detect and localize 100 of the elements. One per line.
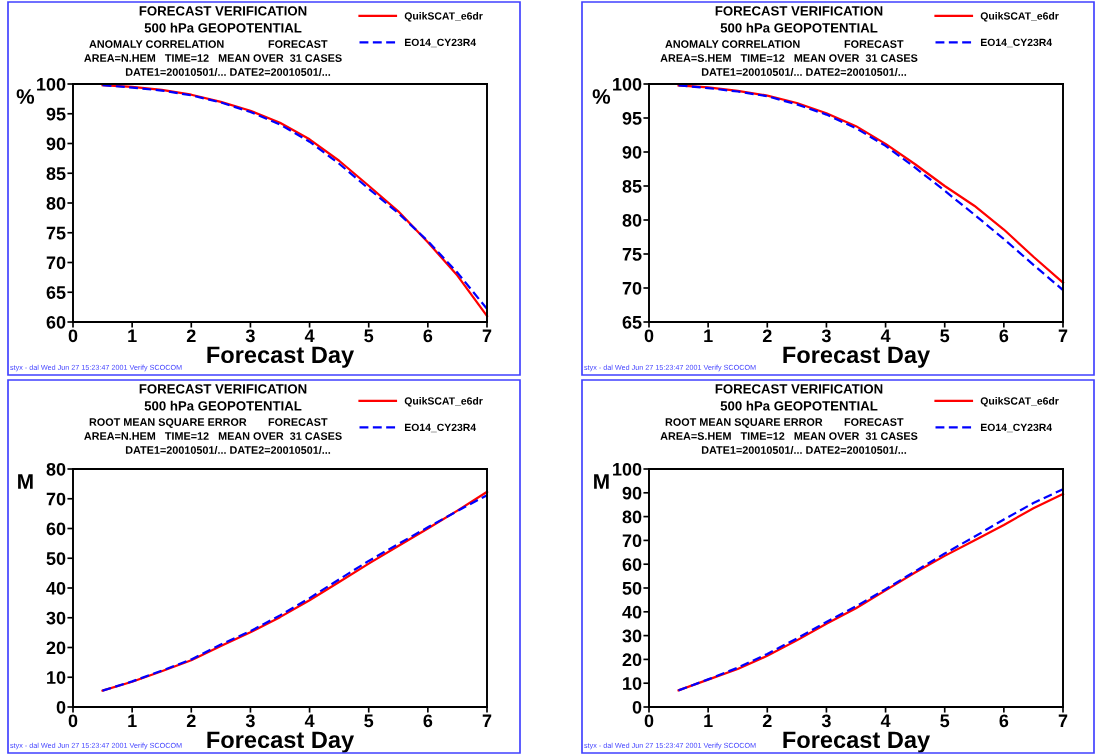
text: AREA=S.HEM TIME=12 MEAN OVER 31 CASES bbox=[660, 432, 918, 440]
y-tick-label: 50 bbox=[622, 581, 642, 595]
x-tick-label: 2 bbox=[762, 714, 772, 728]
x-tick-label: 4 bbox=[880, 329, 891, 343]
text: FORECAST bbox=[844, 40, 904, 48]
legend-label: QuikSCAT_e6dr bbox=[404, 397, 483, 407]
y-tick-label: 30 bbox=[46, 611, 66, 625]
y-tick-label: 0 bbox=[632, 700, 642, 714]
legend-label: QuikSCAT_e6dr bbox=[980, 12, 1059, 22]
y-tick-label: 95 bbox=[622, 111, 642, 125]
y-tick-label: 20 bbox=[46, 641, 66, 655]
y-tick-label: 60 bbox=[46, 315, 66, 329]
x-tick-label: 4 bbox=[304, 714, 315, 728]
text: ANOMALY CORRELATION bbox=[665, 40, 800, 48]
y-tick-label: 95 bbox=[46, 107, 66, 121]
text: ANOMALY CORRELATION bbox=[89, 40, 224, 48]
y-axis-title: M bbox=[18, 474, 33, 489]
x-tick-label: 0 bbox=[68, 329, 78, 343]
x-tick-label: 0 bbox=[644, 329, 654, 343]
y-tick-label: 75 bbox=[622, 248, 642, 261]
y-tick-label: 90 bbox=[622, 486, 642, 500]
x-axis-title: Forecast Day bbox=[783, 346, 931, 368]
x-tick-label: 0 bbox=[644, 714, 654, 728]
legend-label: EO14_CY23R4 bbox=[405, 423, 477, 433]
x-tick-label: 3 bbox=[821, 714, 831, 728]
x-tick-label: 4 bbox=[880, 714, 891, 728]
y-tick-label: 80 bbox=[622, 510, 642, 524]
y-tick-label: 80 bbox=[622, 213, 642, 227]
text: ROOT MEAN SQUARE ERROR bbox=[665, 418, 823, 428]
text: DATE1=20010501/... DATE2=20010501/... bbox=[125, 67, 331, 77]
x-tick-label: 5 bbox=[940, 329, 950, 343]
chart-title: FORECAST VERIFICATION bbox=[139, 6, 307, 16]
y-tick-label: 70 bbox=[46, 256, 66, 270]
x-tick-label: 7 bbox=[1058, 329, 1068, 343]
text: DATE1=20010501/... DATE2=20010501/... bbox=[701, 67, 907, 77]
y-tick-label: 75 bbox=[46, 226, 66, 240]
y-tick-label: 60 bbox=[622, 558, 642, 571]
x-tick-label: 6 bbox=[423, 714, 433, 728]
y-tick-label: 10 bbox=[47, 671, 66, 684]
y-axis-title: % bbox=[16, 89, 35, 104]
x-axis-title: Forecast Day bbox=[207, 346, 355, 368]
x-tick-label: 2 bbox=[186, 714, 196, 728]
x-tick-label: 5 bbox=[364, 329, 374, 343]
y-tick-label: 70 bbox=[622, 281, 642, 295]
x-tick-label: 6 bbox=[423, 329, 433, 343]
y-axis-title: % bbox=[592, 89, 611, 104]
chart-subtitle: 500 hPa GEOPOTENTIAL bbox=[720, 400, 878, 411]
chart-subtitle: 500 hPa GEOPOTENTIAL bbox=[144, 22, 302, 33]
x-tick-label: 3 bbox=[245, 714, 255, 728]
x-tick-label: 7 bbox=[1058, 714, 1068, 728]
text: ROOT MEAN SQUARE ERROR bbox=[89, 418, 247, 428]
x-tick-label: 1 bbox=[704, 329, 713, 343]
y-tick-label: 40 bbox=[622, 605, 642, 619]
y-tick-label: 40 bbox=[46, 581, 66, 595]
x-tick-label: 6 bbox=[999, 714, 1009, 728]
text: FORECAST bbox=[268, 40, 328, 48]
y-tick-label: 65 bbox=[622, 315, 642, 329]
y-tick-label: 30 bbox=[622, 629, 642, 643]
x-tick-label: 2 bbox=[186, 329, 196, 343]
text: AREA=S.HEM TIME=12 MEAN OVER 31 CASES bbox=[660, 54, 918, 62]
y-tick-label: 85 bbox=[622, 179, 642, 193]
chart-title: FORECAST VERIFICATION bbox=[715, 6, 883, 16]
text: FORECAST bbox=[268, 418, 328, 426]
y-tick-label: 90 bbox=[622, 145, 642, 159]
legend-label: QuikSCAT_e6dr bbox=[980, 397, 1059, 407]
y-tick-label: 60 bbox=[46, 522, 66, 536]
text: AREA=N.HEM TIME=12 MEAN OVER 31 CASES bbox=[84, 54, 342, 62]
x-tick-label: 2 bbox=[762, 329, 772, 343]
x-tick-label: 3 bbox=[245, 329, 255, 343]
legend-label: QuikSCAT_e6dr bbox=[404, 12, 483, 22]
y-tick-label: 100 bbox=[613, 77, 642, 91]
legend-label: EO14_CY23R4 bbox=[405, 38, 477, 48]
text: DATE1=20010501/... DATE2=20010501/... bbox=[125, 445, 331, 455]
x-tick-label: 3 bbox=[821, 329, 831, 343]
x-tick-label: 5 bbox=[940, 714, 950, 728]
x-tick-label: 0 bbox=[68, 714, 78, 728]
y-tick-label: 65 bbox=[46, 286, 66, 299]
text: AREA=N.HEM TIME=12 MEAN OVER 31 CASES bbox=[84, 432, 342, 440]
x-tick-label: 1 bbox=[128, 329, 137, 343]
x-tick-label: 5 bbox=[364, 714, 374, 728]
y-tick-label: 80 bbox=[46, 462, 66, 476]
y-tick-label: 70 bbox=[46, 492, 66, 506]
text: DATE1=20010501/... DATE2=20010501/... bbox=[701, 445, 907, 455]
y-tick-label: 20 bbox=[622, 653, 642, 667]
legend-label: EO14_CY23R4 bbox=[981, 38, 1053, 48]
text: FORECAST bbox=[844, 418, 904, 426]
x-tick-label: 1 bbox=[128, 714, 137, 728]
x-tick-label: 6 bbox=[999, 329, 1009, 343]
chart-title: FORECAST VERIFICATION bbox=[715, 384, 883, 394]
x-tick-label: 7 bbox=[482, 714, 492, 728]
x-tick-label: 7 bbox=[482, 329, 492, 343]
x-tick-label: 1 bbox=[704, 714, 713, 728]
y-tick-label: 90 bbox=[46, 137, 66, 151]
x-tick-label: 4 bbox=[304, 329, 315, 343]
y-tick-label: 10 bbox=[623, 677, 642, 690]
y-tick-label: 100 bbox=[37, 77, 66, 91]
y-tick-label: 70 bbox=[622, 534, 642, 548]
y-tick-label: 80 bbox=[46, 196, 66, 210]
y-tick-label: 0 bbox=[56, 700, 66, 714]
y-tick-label: 100 bbox=[613, 462, 642, 476]
